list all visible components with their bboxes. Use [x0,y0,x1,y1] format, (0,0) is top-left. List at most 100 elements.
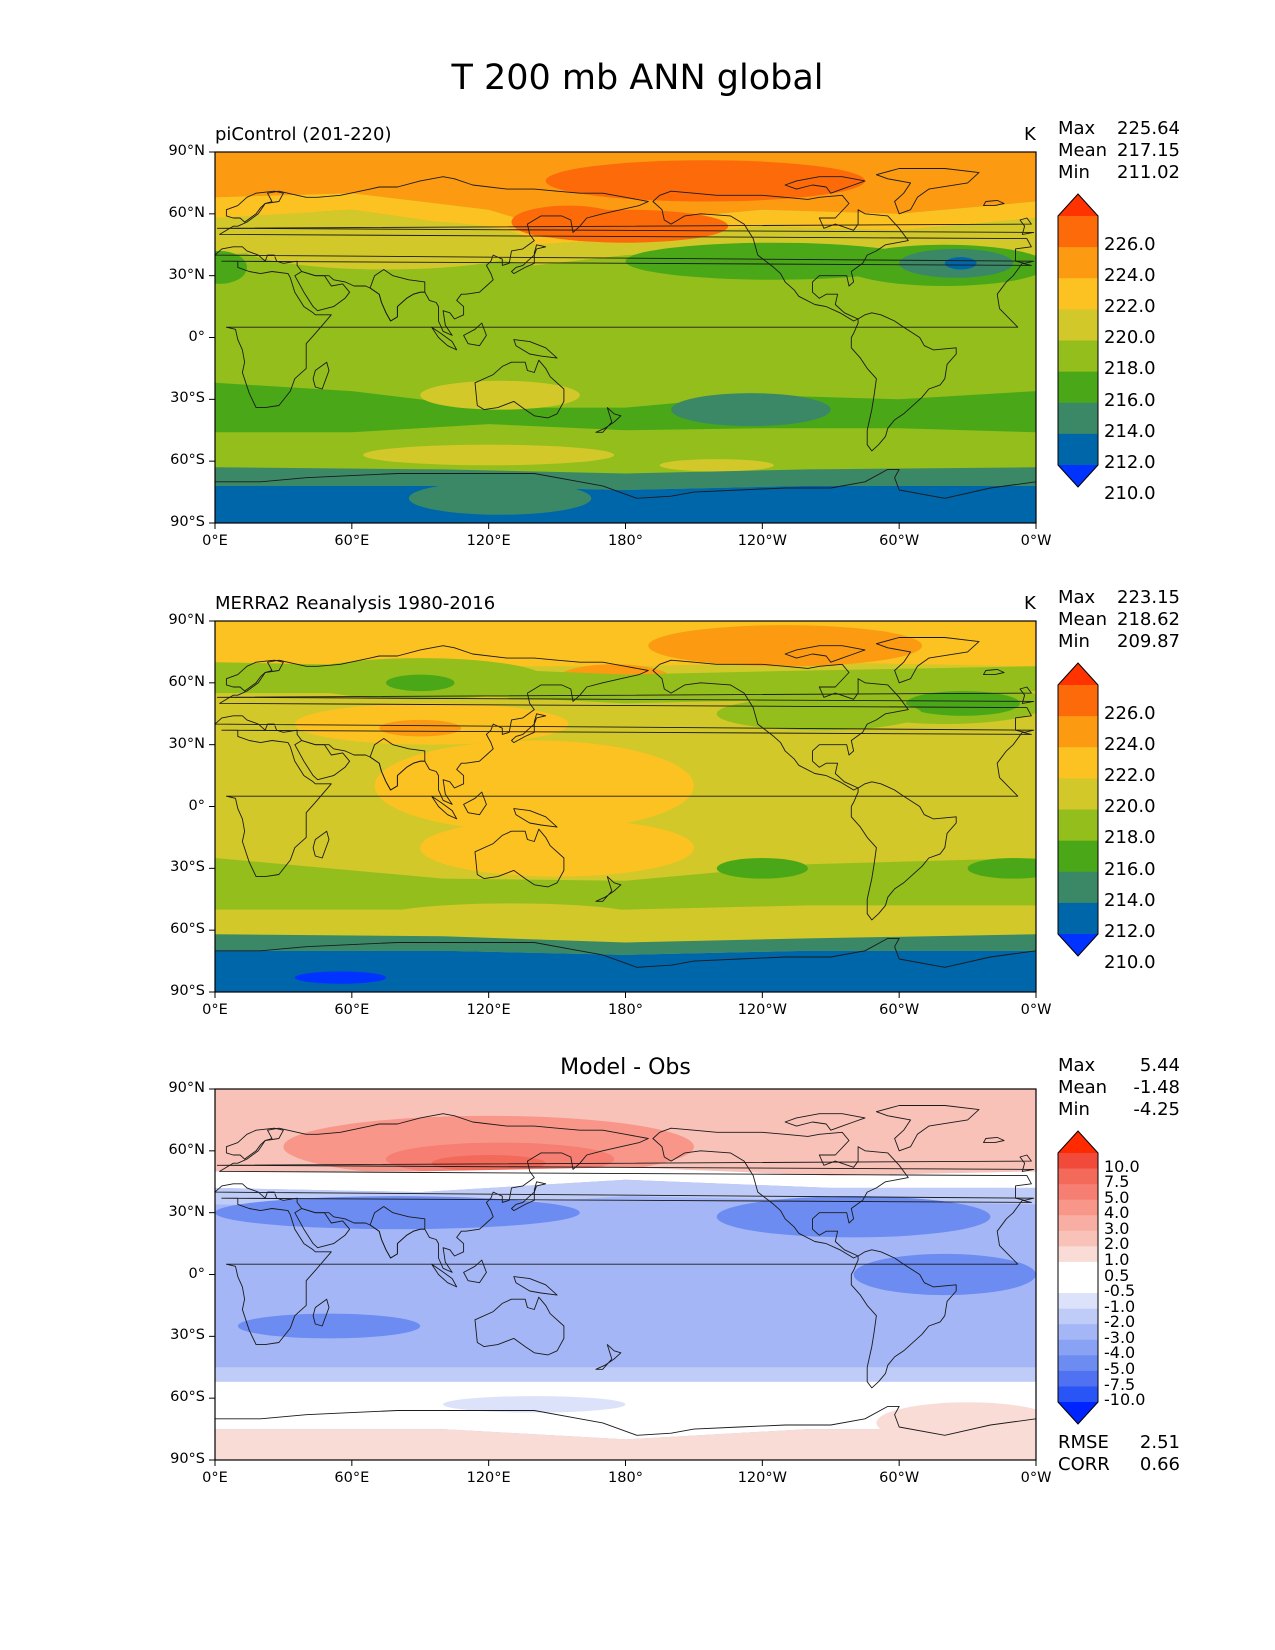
x-tick-label: 120°W [737,1002,787,1018]
x-tick-label: 0°W [1020,1470,1052,1486]
coastline-uk [216,686,1035,704]
metric-rmse: RMSE 2.51 [1058,1432,1180,1454]
colorbar-segment [1058,1230,1098,1247]
coastline-nz [595,876,622,902]
contour-band [215,485,1036,523]
contour-band [215,1367,1036,1382]
y-tick-label: 60°S [170,452,205,469]
y-tick-label: 30°S [170,859,205,876]
colorbar-segment [1058,840,1098,873]
coastline-nz [595,407,622,433]
stat-min: Min 209.87 [1058,631,1180,653]
colorbar-tick-label: -4.0 [1104,1343,1136,1363]
colorbar-segment [1058,278,1098,310]
colorbar-tick-label: 210.0 [1104,951,1156,973]
y-tick-label: 0° [188,328,205,345]
y-tick-label: 90°N [168,143,205,159]
colorbar [1057,662,1099,957]
coastline-northamerica [652,1127,909,1259]
metric-corr: CORR 0.66 [1058,1454,1180,1476]
colorbar-extend-min [1058,465,1098,487]
colorbar-segment [1058,1261,1098,1278]
coastline-australia [474,828,565,888]
stat-label: Mean [1058,140,1108,161]
contour-region [386,674,455,692]
x-tick-label: 120°E [466,533,511,549]
contour-region [671,393,831,427]
panel-title: piControl (201-220) [215,124,392,145]
coastline-northamerica [652,190,909,322]
colorbar-tick-label: 216.0 [1104,858,1156,880]
coastline-uk [216,217,1035,235]
colorbar-segment [1058,716,1098,748]
contour-region [853,1253,1036,1296]
colorbar-tick-label: 1.0 [1104,1250,1130,1270]
x-tick-label: 120°E [466,1470,511,1486]
x-tick-label: 0°W [1020,533,1052,549]
coastline-northamerica [652,659,909,791]
x-tick-label: 120°E [466,1002,511,1018]
colorbar-tick-label: 2.0 [1104,1234,1130,1254]
colorbar-tick-label: 210.0 [1104,482,1156,504]
colorbar-segment [1058,1184,1098,1201]
colorbar [1057,193,1099,488]
contour-region [431,1154,546,1172]
contour-region [237,1313,421,1339]
stat-mean: Mean 217.15 [1058,140,1180,162]
colorbar-segment [1058,685,1098,717]
coastline-eurasia [215,1113,1035,1273]
map-panel-1 [209,151,1037,529]
colorbar-segment [1058,1293,1098,1310]
stat-label: Min [1058,162,1090,183]
contour-region [716,697,922,731]
metric-label: CORR [1058,1454,1110,1475]
coastline-africa [221,729,1032,878]
stat-value: 223.15 [1117,587,1180,608]
coastline-iceland [983,1136,1005,1144]
x-tick-label: 180° [608,533,643,549]
coastline-japan [511,713,547,744]
contour-region [906,691,1021,716]
stat-label: Mean [1058,1077,1108,1098]
colorbar-segment [1058,1324,1098,1341]
stat-max: Max 225.64 [1058,118,1180,140]
x-tick-label: 60°E [334,1002,370,1018]
x-tick-label: 60°W [879,1470,920,1486]
coastline-southamerica [850,781,957,921]
colorbar-tick-label: -1.0 [1104,1296,1136,1316]
x-tick-label: 0°E [202,1470,228,1486]
colorbar-segment [1058,433,1098,466]
contour-region [967,858,1036,879]
x-tick-label: 180° [608,1002,643,1018]
x-tick-label: 120°W [737,533,787,549]
contour-region [386,903,637,929]
coastline-iceland [983,199,1005,207]
stat-min: Min -4.25 [1058,1099,1180,1121]
y-tick-label: 30°S [170,390,205,407]
metric-value: 2.51 [1139,1432,1180,1453]
colorbar-tick-label: 218.0 [1104,827,1156,849]
colorbar-tick-label: 220.0 [1104,327,1156,349]
coastline-madagascar [312,361,330,390]
stat-mean: Mean -1.48 [1058,1077,1180,1099]
coastline-scandinavia [225,190,284,223]
x-tick-label: 60°E [334,533,370,549]
colorbar-tick-label: 214.0 [1104,889,1156,911]
map-panel-3 [209,1088,1037,1466]
y-tick-label: 60°N [168,204,205,221]
contour-band [215,193,1036,245]
stat-label: Max [1058,587,1096,608]
colorbar-segment [1058,1277,1098,1294]
coastline-greenland [875,1105,980,1152]
coastline-scandinavia [225,659,284,692]
y-tick-label: 0° [188,1265,205,1282]
contour-region [511,205,626,239]
contour-region [545,160,865,202]
y-tick-label: 60°N [168,673,205,690]
contour-region [294,971,387,984]
contour-band [215,858,1036,910]
coastline-nz [595,1344,622,1370]
contour-region [659,459,774,472]
stat-value: -4.25 [1133,1099,1180,1120]
contour-region [215,1196,580,1230]
